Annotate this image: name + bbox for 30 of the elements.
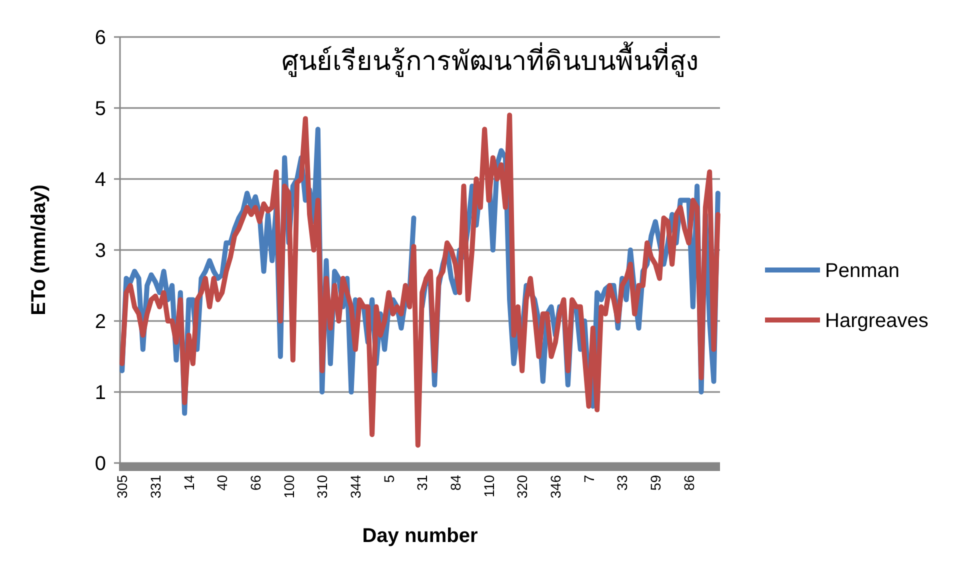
y-tick-label: 6 [94,27,106,49]
y-tick-label: 2 [94,311,106,333]
x-tick-label: 331 [147,474,164,498]
y-axis-title: ETo (mm/day) [28,184,50,316]
y-tick-label: 4 [94,169,106,191]
x-tick-label: 33 [614,474,630,491]
x-tick-label: 5 [380,474,397,483]
y-tick-label: 1 [94,382,106,404]
x-tick-label: 100 [280,474,297,498]
x-tick-label: 66 [247,474,264,491]
y-tick-label: 0 [94,453,106,475]
x-tick-label: 31 [414,474,430,491]
x-tick-label: 14 [180,474,197,491]
x-tick-label: 40 [214,474,230,491]
x-tick-label: 110 [480,474,497,498]
x-tick-label: 310 [314,474,330,498]
x-tick-label: 86 [680,474,697,491]
y-tick-label: 5 [94,98,106,120]
x-tick-label: 59 [647,474,664,491]
x-tick-label: 320 [514,474,530,498]
x-tick-label: 7 [580,474,597,483]
x-tick-label: 305 [114,474,130,498]
x-tick-label: 344 [347,474,364,498]
x-tick-label: 346 [547,474,564,498]
legend-label: Penman [825,260,900,282]
chart-title: ศูนย์เรียนรู้การพัฒนาที่ดินบนพื้นที่สูง [282,41,698,77]
y-tick-label: 3 [94,240,106,262]
x-tick-label: 84 [447,474,464,491]
x-axis-title: Day number [362,525,478,547]
legend-label: Hargreaves [825,310,928,332]
